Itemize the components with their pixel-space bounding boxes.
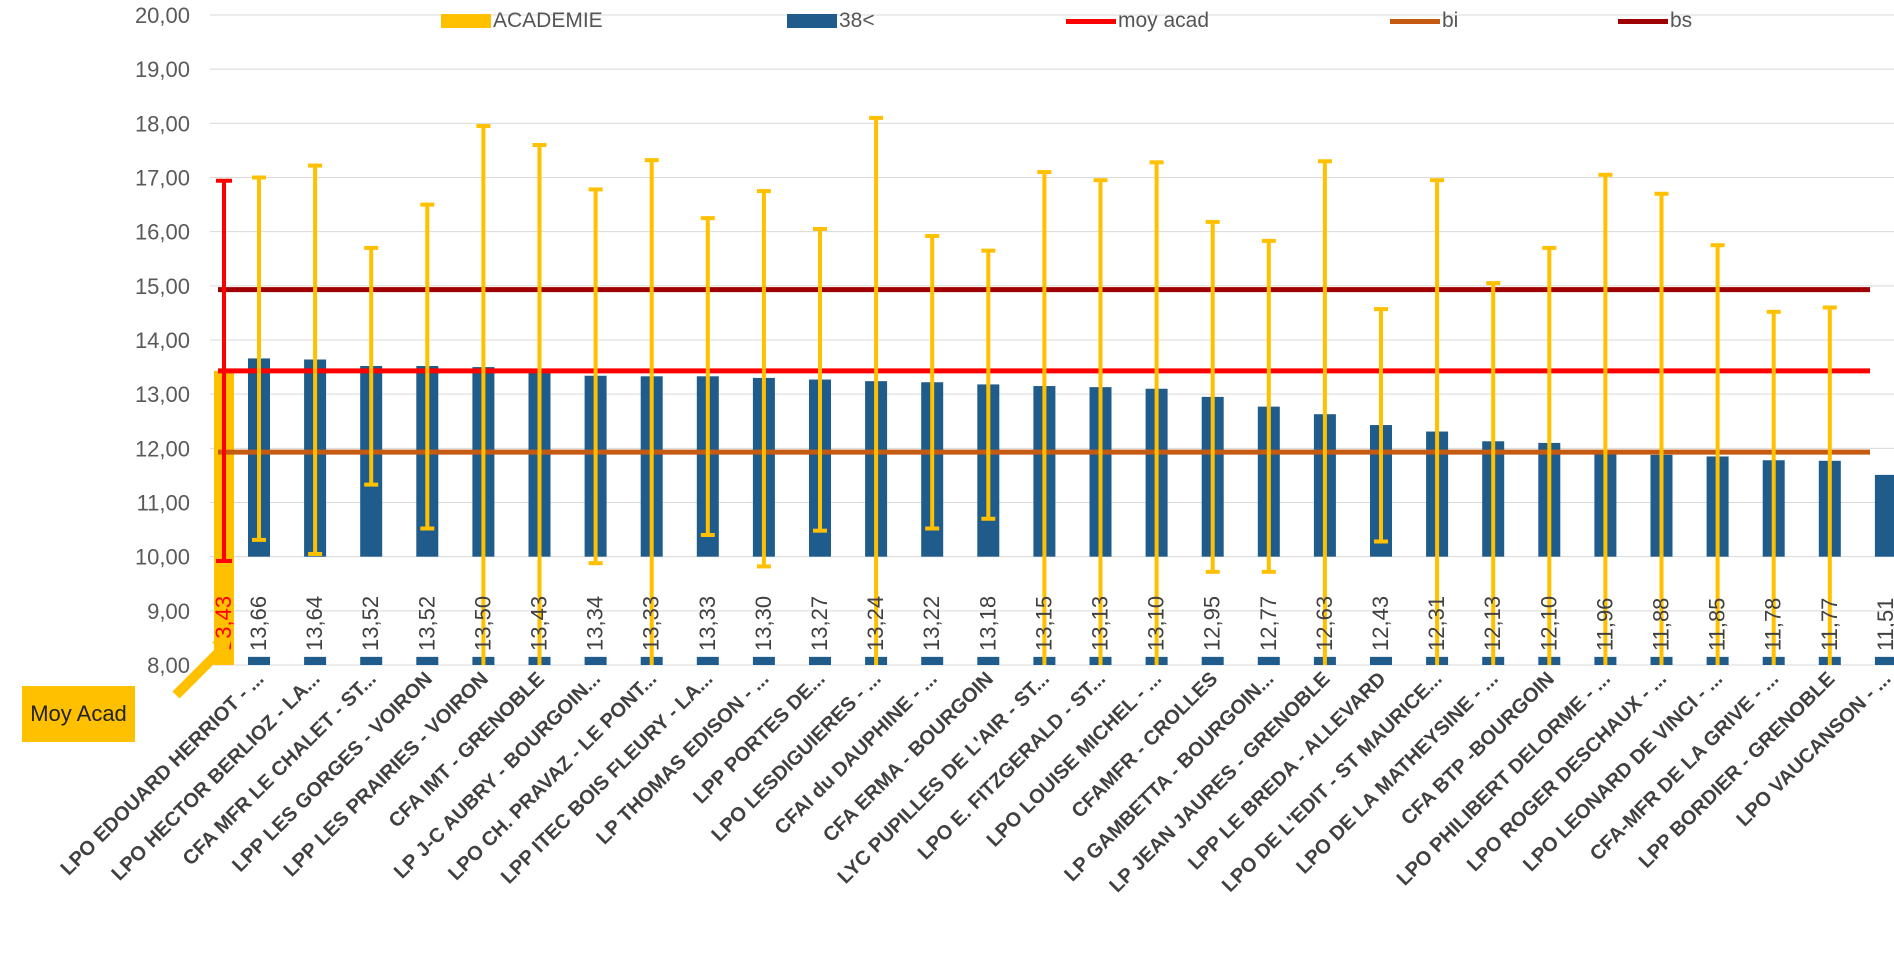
y-tick-label: 16,00 <box>135 220 190 245</box>
legend-label-bi: bi <box>1442 9 1459 32</box>
value-labels: 13,43 13,66 13,64 13,52 13,52 13,50 13,43 13,34… <box>211 596 1894 651</box>
y-tick-label: 10,00 <box>135 545 190 570</box>
y-tick-label: 13,00 <box>135 382 190 407</box>
value-label: 13,33 <box>639 596 664 651</box>
legend-swatch-38 <box>787 14 837 28</box>
callout-label: Moy Acad <box>30 701 127 726</box>
value-label: 12,77 <box>1256 596 1281 651</box>
y-tick-label: 20,00 <box>135 3 190 28</box>
value-label: 11,78 <box>1761 598 1786 651</box>
y-tick-label: 15,00 <box>135 274 190 299</box>
value-label: 13,52 <box>414 596 439 651</box>
error-bars <box>216 115 1837 665</box>
category-label: LP J-C AUBRY - BOURGOIN... <box>390 668 605 883</box>
legend-item-moy-acad: moy acad <box>1066 8 1209 34</box>
y-tick-label: 17,00 <box>135 166 190 191</box>
y-tick-label: 9,00 <box>147 599 190 624</box>
legend-item-38: 38< <box>787 8 875 34</box>
bar-base <box>1201 656 1224 665</box>
bar-base <box>416 656 439 665</box>
legend-item-bs: bs <box>1618 8 1692 34</box>
legend-label-academie: ACADEMIE <box>493 9 603 32</box>
bar-base <box>977 656 1000 665</box>
bar-base <box>921 656 944 665</box>
bar-base <box>360 656 383 665</box>
category-label: LPP LES PRAIRIES - VOIRON <box>280 668 493 881</box>
value-label: 13,34 <box>583 596 608 651</box>
y-tick-label: 18,00 <box>135 111 190 136</box>
bar-base <box>1257 656 1280 665</box>
value-label: 13,13 <box>1088 596 1113 651</box>
legend-swatch-bi <box>1390 18 1440 24</box>
value-label: 13,64 <box>302 596 327 651</box>
value-label: 12,63 <box>1312 596 1337 651</box>
callout-arrow-head <box>212 637 232 658</box>
category-label: LPO DE LA MATHEYSINE - ... <box>1292 668 1502 878</box>
value-label: 13,15 <box>1031 596 1056 651</box>
value-label: 13,30 <box>751 596 776 651</box>
y-tick-label: 8,00 <box>147 653 190 678</box>
y-axis-ticks: 8,00 9,00 10,00 11,00 12,00 13,00 14,00 15,00 16… <box>135 3 190 678</box>
legend-swatch-moy-acad <box>1066 18 1116 24</box>
legend: ACADEMIE 38< moy acad bi bs <box>0 8 1894 34</box>
bar-base <box>1370 656 1392 665</box>
bar-base <box>248 656 270 665</box>
value-label: 13,10 <box>1144 596 1169 651</box>
annotation-arrow <box>172 637 232 699</box>
value-label: 13,50 <box>470 596 495 651</box>
value-label: 11,77 <box>1817 598 1842 651</box>
legend-item-bi: bi <box>1390 8 1458 34</box>
value-label: 13,18 <box>975 596 1000 651</box>
value-label: 11,96 <box>1592 598 1617 651</box>
legend-label-moy-acad: moy acad <box>1118 9 1210 32</box>
y-tick-label: 19,00 <box>135 57 190 82</box>
bar <box>1874 474 1894 557</box>
bar-base <box>809 656 831 665</box>
legend-swatch-bs <box>1618 18 1668 24</box>
value-label: 11,51 <box>1873 598 1894 651</box>
callout-arrow <box>172 649 222 699</box>
legend-label-38: 38< <box>839 9 875 32</box>
gridlines <box>210 14 1894 666</box>
y-tick-label: 11,00 <box>137 491 190 516</box>
category-label: LPO CH. PRAVAZ - LE PONT... <box>444 668 661 885</box>
value-label: 12,13 <box>1480 596 1505 651</box>
value-label: 13,43 <box>527 596 552 651</box>
legend-item-academie: ACADEMIE <box>441 8 603 34</box>
value-label: 13,33 <box>695 596 720 651</box>
value-label: 13,22 <box>919 596 944 651</box>
bar-base <box>752 656 775 665</box>
legend-label-bs: bs <box>1670 9 1693 32</box>
bar-base <box>1874 656 1894 665</box>
x-axis-labels: LPO EDOUARD HERRIOT - ...LPO HECTOR BERL… <box>57 668 1894 897</box>
y-tick-label: 14,00 <box>135 328 190 353</box>
value-label: 12,31 <box>1424 596 1449 651</box>
value-label: 12,43 <box>1368 596 1393 651</box>
moy-acad-callout: Moy Acad <box>22 686 135 742</box>
value-label: 13,27 <box>807 596 832 651</box>
value-label: 13,66 <box>246 596 271 651</box>
bar-base <box>696 656 719 665</box>
value-label: 12,95 <box>1200 596 1225 651</box>
bar-base <box>584 656 607 665</box>
value-label: 12,10 <box>1536 596 1561 651</box>
value-label: 13,24 <box>863 596 888 651</box>
value-label: 13,52 <box>358 596 383 651</box>
bar-base <box>304 656 327 665</box>
legend-swatch-academie <box>441 14 491 28</box>
value-label: 11,88 <box>1649 598 1674 651</box>
y-tick-label: 12,00 <box>135 436 190 461</box>
value-label: 11,85 <box>1705 598 1730 651</box>
